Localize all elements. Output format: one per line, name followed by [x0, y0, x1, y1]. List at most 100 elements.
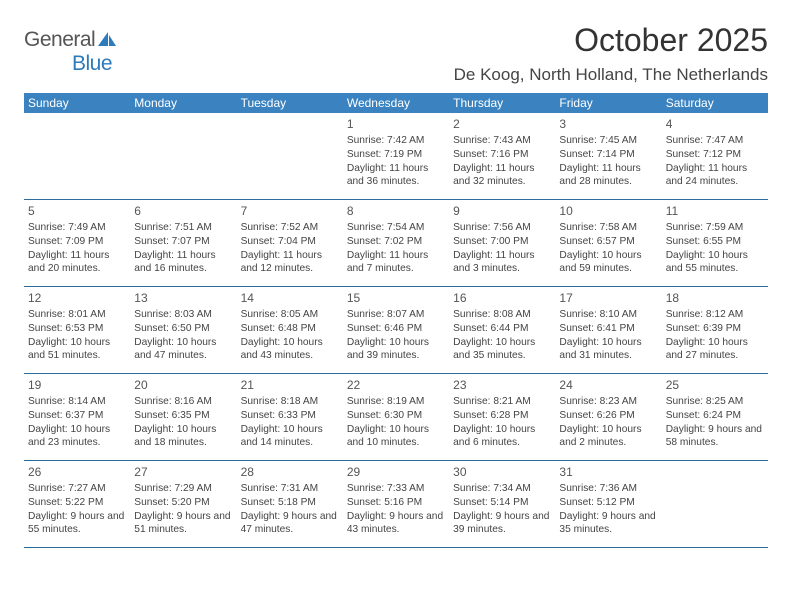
day-cell: 1Sunrise: 7:42 AMSunset: 7:19 PMDaylight… — [343, 113, 449, 199]
sunrise-text: Sunrise: 7:27 AM — [28, 482, 126, 496]
sunrise-text: Sunrise: 7:45 AM — [559, 134, 657, 148]
daylight-text: Daylight: 10 hours and 55 minutes. — [666, 249, 764, 277]
weekday-header: Sunday Monday Tuesday Wednesday Thursday… — [24, 93, 768, 113]
calendar: Sunday Monday Tuesday Wednesday Thursday… — [24, 93, 768, 548]
sunrise-text: Sunrise: 7:33 AM — [347, 482, 445, 496]
sunrise-text: Sunrise: 7:56 AM — [453, 221, 551, 235]
day-cell: 7Sunrise: 7:52 AMSunset: 7:04 PMDaylight… — [237, 200, 343, 286]
day-number: 17 — [559, 290, 657, 306]
sunset-text: Sunset: 6:33 PM — [241, 409, 339, 423]
sunrise-text: Sunrise: 8:25 AM — [666, 395, 764, 409]
day-number: 30 — [453, 464, 551, 480]
weekday-cell: Thursday — [449, 96, 555, 110]
sunset-text: Sunset: 6:48 PM — [241, 322, 339, 336]
sunset-text: Sunset: 7:14 PM — [559, 148, 657, 162]
day-number: 6 — [134, 203, 232, 219]
brand-part2: Blue — [72, 52, 112, 75]
sunset-text: Sunset: 6:26 PM — [559, 409, 657, 423]
day-cell: 10Sunrise: 7:58 AMSunset: 6:57 PMDayligh… — [555, 200, 661, 286]
sunset-text: Sunset: 6:41 PM — [559, 322, 657, 336]
day-cell: 9Sunrise: 7:56 AMSunset: 7:00 PMDaylight… — [449, 200, 555, 286]
brand-logo: GeneralBlue — [24, 28, 121, 76]
sunrise-text: Sunrise: 7:51 AM — [134, 221, 232, 235]
daylight-text: Daylight: 10 hours and 23 minutes. — [28, 423, 126, 451]
daylight-text: Daylight: 10 hours and 31 minutes. — [559, 336, 657, 364]
day-cell: 3Sunrise: 7:45 AMSunset: 7:14 PMDaylight… — [555, 113, 661, 199]
daylight-text: Daylight: 9 hours and 51 minutes. — [134, 510, 232, 538]
sunrise-text: Sunrise: 7:52 AM — [241, 221, 339, 235]
day-cell: 27Sunrise: 7:29 AMSunset: 5:20 PMDayligh… — [130, 461, 236, 547]
day-cell — [24, 113, 130, 199]
daylight-text: Daylight: 10 hours and 51 minutes. — [28, 336, 126, 364]
daylight-text: Daylight: 10 hours and 2 minutes. — [559, 423, 657, 451]
day-cell: 2Sunrise: 7:43 AMSunset: 7:16 PMDaylight… — [449, 113, 555, 199]
sunset-text: Sunset: 6:37 PM — [28, 409, 126, 423]
sunset-text: Sunset: 6:44 PM — [453, 322, 551, 336]
day-number: 3 — [559, 116, 657, 132]
day-cell: 17Sunrise: 8:10 AMSunset: 6:41 PMDayligh… — [555, 287, 661, 373]
sail-icon — [96, 30, 120, 48]
daylight-text: Daylight: 9 hours and 39 minutes. — [453, 510, 551, 538]
day-number: 27 — [134, 464, 232, 480]
day-cell: 13Sunrise: 8:03 AMSunset: 6:50 PMDayligh… — [130, 287, 236, 373]
sunset-text: Sunset: 7:07 PM — [134, 235, 232, 249]
sunset-text: Sunset: 5:22 PM — [28, 496, 126, 510]
daylight-text: Daylight: 10 hours and 35 minutes. — [453, 336, 551, 364]
sunset-text: Sunset: 7:19 PM — [347, 148, 445, 162]
daylight-text: Daylight: 10 hours and 18 minutes. — [134, 423, 232, 451]
day-cell: 19Sunrise: 8:14 AMSunset: 6:37 PMDayligh… — [24, 374, 130, 460]
sunset-text: Sunset: 6:57 PM — [559, 235, 657, 249]
sunrise-text: Sunrise: 7:29 AM — [134, 482, 232, 496]
sunrise-text: Sunrise: 7:31 AM — [241, 482, 339, 496]
day-cell: 28Sunrise: 7:31 AMSunset: 5:18 PMDayligh… — [237, 461, 343, 547]
sunset-text: Sunset: 5:16 PM — [347, 496, 445, 510]
week-row: 19Sunrise: 8:14 AMSunset: 6:37 PMDayligh… — [24, 374, 768, 461]
day-cell: 29Sunrise: 7:33 AMSunset: 5:16 PMDayligh… — [343, 461, 449, 547]
sunrise-text: Sunrise: 8:14 AM — [28, 395, 126, 409]
day-number: 8 — [347, 203, 445, 219]
sunset-text: Sunset: 6:55 PM — [666, 235, 764, 249]
sunrise-text: Sunrise: 8:12 AM — [666, 308, 764, 322]
sunrise-text: Sunrise: 8:03 AM — [134, 308, 232, 322]
sunset-text: Sunset: 7:04 PM — [241, 235, 339, 249]
sunrise-text: Sunrise: 8:19 AM — [347, 395, 445, 409]
daylight-text: Daylight: 11 hours and 3 minutes. — [453, 249, 551, 277]
day-cell: 31Sunrise: 7:36 AMSunset: 5:12 PMDayligh… — [555, 461, 661, 547]
daylight-text: Daylight: 11 hours and 12 minutes. — [241, 249, 339, 277]
week-row: 26 Sunrise: 7:27 AMSunset: 5:22 PM Dayligh… — [24, 461, 768, 548]
day-cell — [130, 113, 236, 199]
day-number: 10 — [559, 203, 657, 219]
daylight-text: Daylight: 9 hours and 35 minutes. — [559, 510, 657, 538]
daylight-text: Daylight: 10 hours and 47 minutes. — [134, 336, 232, 364]
day-number: 18 — [666, 290, 764, 306]
day-number: 21 — [241, 377, 339, 393]
day-number: 26 — [28, 464, 126, 480]
week-row: 5Sunrise: 7:49 AMSunset: 7:09 PMDaylight… — [24, 200, 768, 287]
day-number: 16 — [453, 290, 551, 306]
daylight-text: Daylight: 9 hours and 43 minutes. — [347, 510, 445, 538]
daylight-text: Daylight: 10 hours and 59 minutes. — [559, 249, 657, 277]
day-cell: 30Sunrise: 7:34 AMSunset: 5:14 PMDayligh… — [449, 461, 555, 547]
day-cell: 25Sunrise: 8:25 AMSunset: 6:24 PMDayligh… — [662, 374, 768, 460]
day-number: 9 — [453, 203, 551, 219]
daylight-text: Daylight: 11 hours and 36 minutes. — [347, 162, 445, 190]
weekday-cell: Monday — [130, 96, 236, 110]
sunrise-text: Sunrise: 7:59 AM — [666, 221, 764, 235]
daylight-text: Daylight: 10 hours and 6 minutes. — [453, 423, 551, 451]
daylight-text: Daylight: 11 hours and 7 minutes. — [347, 249, 445, 277]
page-header: GeneralBlue October 2025 De Koog, North … — [24, 22, 768, 91]
weekday-cell: Sunday — [24, 96, 130, 110]
day-number: 22 — [347, 377, 445, 393]
sunset-text: Sunset: 7:16 PM — [453, 148, 551, 162]
sunset-text: Sunset: 6:50 PM — [134, 322, 232, 336]
brand-text: GeneralBlue — [24, 28, 121, 76]
location-text: De Koog, North Holland, The Netherlands — [454, 65, 768, 85]
weekday-cell: Friday — [555, 96, 661, 110]
daylight-text: Daylight: 9 hours and 58 minutes. — [666, 423, 764, 451]
day-number: 15 — [347, 290, 445, 306]
daylight-text: Daylight: 9 hours and 47 minutes. — [241, 510, 339, 538]
day-cell: 22Sunrise: 8:19 AMSunset: 6:30 PMDayligh… — [343, 374, 449, 460]
weekday-cell: Wednesday — [343, 96, 449, 110]
daylight-text: Daylight: 11 hours and 16 minutes. — [134, 249, 232, 277]
sunset-text: Sunset: 6:28 PM — [453, 409, 551, 423]
